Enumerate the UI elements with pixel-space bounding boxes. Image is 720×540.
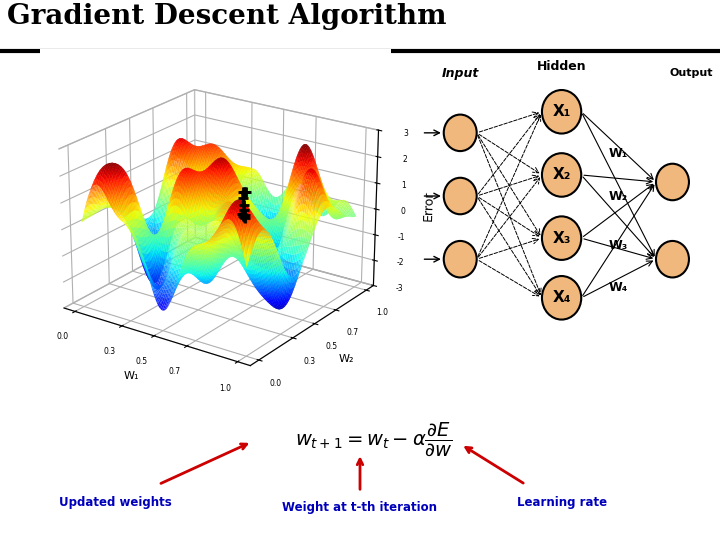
Y-axis label: W₂: W₂ — [339, 354, 354, 364]
Circle shape — [444, 178, 477, 214]
Text: X₁: X₁ — [552, 104, 571, 119]
Text: Gradient Descent Algorithm: Gradient Descent Algorithm — [7, 3, 446, 30]
Circle shape — [444, 241, 477, 278]
Text: Output: Output — [670, 68, 714, 78]
Text: Hidden: Hidden — [537, 59, 586, 73]
Text: Updated weights: Updated weights — [59, 496, 171, 509]
Text: X₃: X₃ — [552, 231, 571, 246]
Text: Weight at t-th iteration: Weight at t-th iteration — [282, 501, 438, 514]
Text: $w_{t+1} = w_t - \alpha \dfrac{\partial E}{\partial w}$: $w_{t+1} = w_t - \alpha \dfrac{\partial … — [295, 421, 454, 458]
Circle shape — [656, 164, 689, 200]
Text: Input: Input — [441, 66, 479, 80]
Circle shape — [542, 90, 581, 133]
Circle shape — [542, 153, 581, 197]
Text: W₁: W₁ — [609, 147, 629, 160]
Circle shape — [656, 241, 689, 278]
Text: X₂: X₂ — [552, 167, 571, 183]
Circle shape — [542, 217, 581, 260]
X-axis label: W₁: W₁ — [123, 372, 139, 381]
Text: Learning rate: Learning rate — [516, 496, 607, 509]
Text: W₄: W₄ — [609, 281, 629, 294]
Text: W₃: W₃ — [609, 239, 629, 252]
Text: W₂: W₂ — [609, 190, 628, 202]
Circle shape — [542, 276, 581, 320]
Text: X₄: X₄ — [552, 291, 571, 305]
Circle shape — [444, 114, 477, 151]
